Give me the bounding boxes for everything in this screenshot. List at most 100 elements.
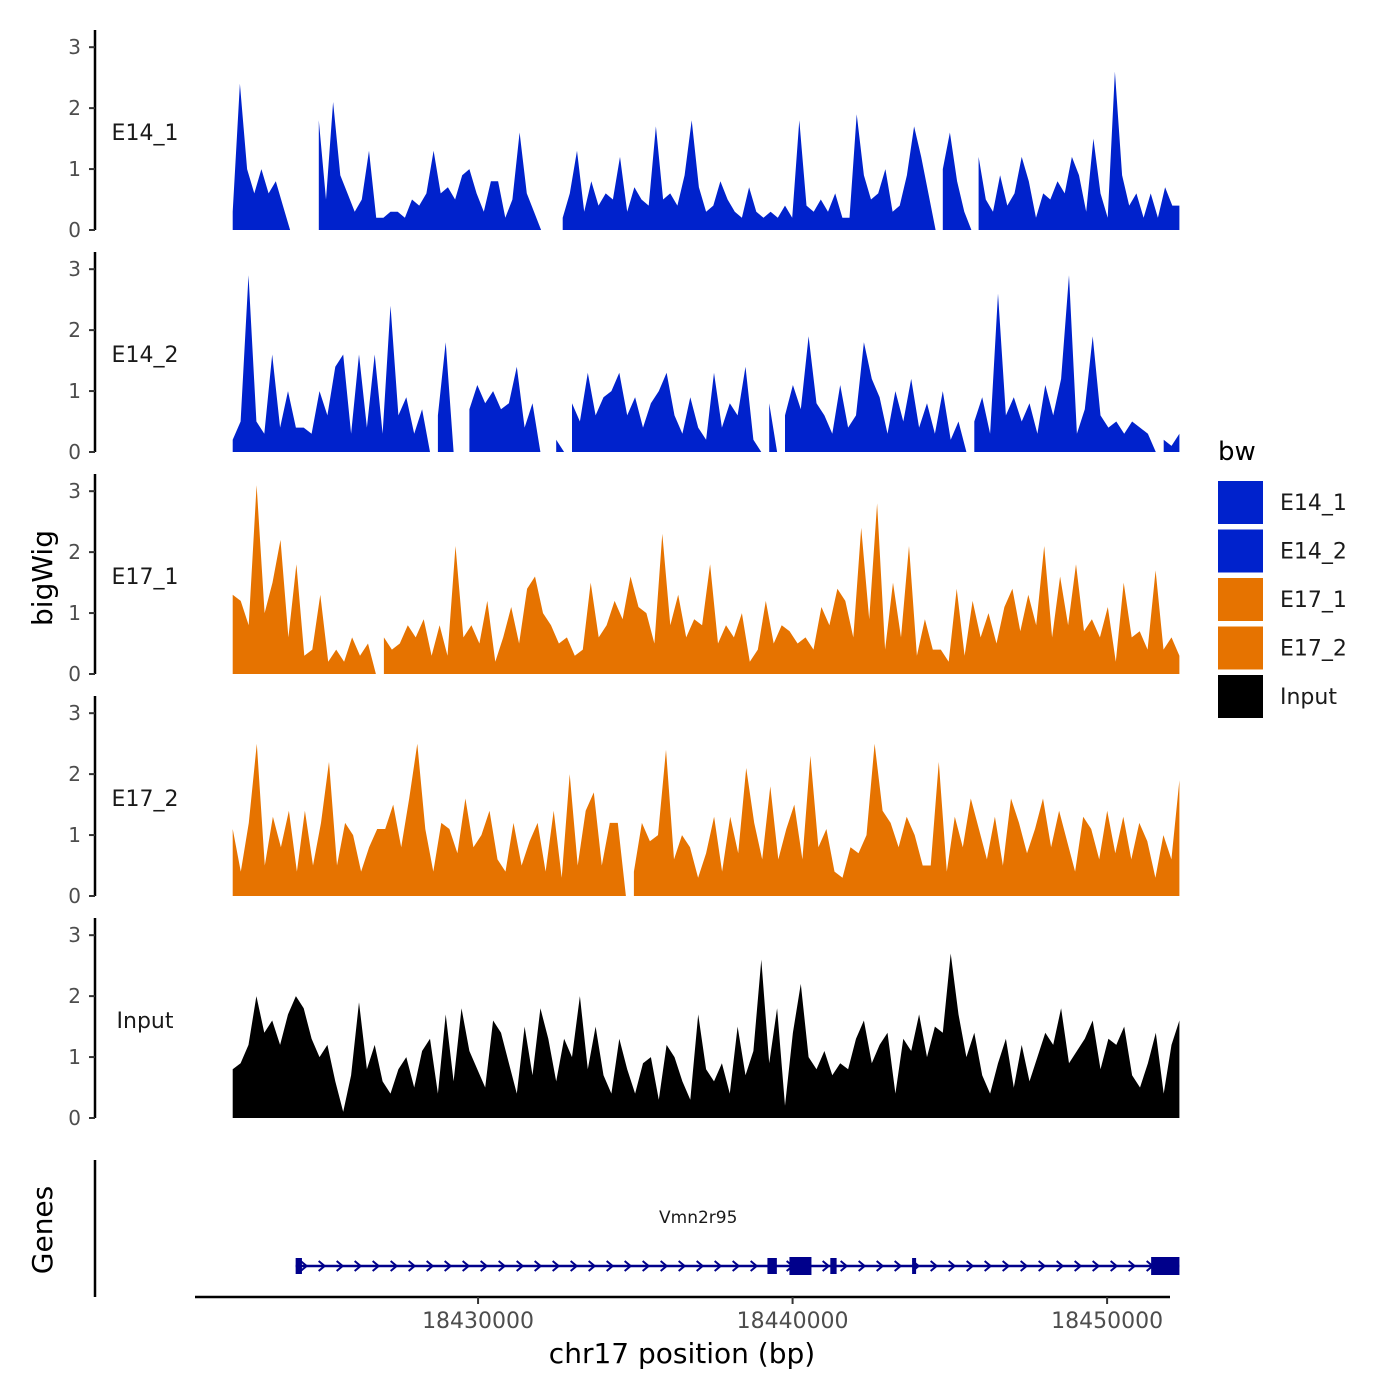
gene-name-label: Vmn2r95 xyxy=(659,1208,737,1228)
strand-arrow xyxy=(318,1260,327,1272)
strand-arrow xyxy=(696,1260,705,1272)
strand-arrow xyxy=(570,1260,579,1272)
strand-arrow xyxy=(336,1260,345,1272)
strand-arrow xyxy=(588,1260,597,1272)
legend-key-E14_2 xyxy=(1218,529,1263,573)
strand-arrow xyxy=(408,1260,417,1272)
legend-title: bw xyxy=(1218,437,1256,467)
genes-track-title: Genes xyxy=(26,1186,59,1274)
y-tick-label: 2 xyxy=(68,318,81,342)
y-axis-title: bigWig xyxy=(26,530,59,626)
signal-area-E14_2 xyxy=(232,275,1180,452)
signal-area-E14_1 xyxy=(232,71,1180,230)
exon xyxy=(767,1258,777,1274)
strand-arrow xyxy=(894,1260,903,1272)
y-tick-label: 0 xyxy=(68,1106,81,1130)
strand-arrow xyxy=(660,1260,669,1272)
strand-arrow xyxy=(606,1260,615,1272)
legend: bw E14_1 E14_2 E17_1 E17_2 Input xyxy=(1218,437,1347,718)
track-label: Input xyxy=(117,1009,174,1034)
strand-arrow xyxy=(1020,1260,1029,1272)
y-tick-label: 0 xyxy=(68,218,81,242)
strand-arrow xyxy=(498,1260,507,1272)
y-tick-label: 3 xyxy=(68,479,81,503)
strand-arrow xyxy=(426,1260,435,1272)
strand-arrow xyxy=(984,1260,993,1272)
track-E17_1: 0 1 2 3 E17_1 xyxy=(68,474,1180,686)
legend-label-E14_1: E14_1 xyxy=(1280,491,1347,516)
strand-arrow xyxy=(390,1260,399,1272)
y-tick-label: 3 xyxy=(68,701,81,725)
track-label: E17_1 xyxy=(112,565,179,590)
exon xyxy=(912,1258,917,1274)
signal-area-Input xyxy=(232,953,1180,1118)
legend-label-E17_2: E17_2 xyxy=(1280,637,1347,662)
strand-arrow xyxy=(966,1260,975,1272)
gene-model-track: Vmn2r95 xyxy=(93,1160,1180,1297)
legend-label-E14_2: E14_2 xyxy=(1280,540,1347,565)
y-tick-label: 2 xyxy=(68,540,81,564)
strand-arrow xyxy=(930,1260,939,1272)
strand-arrow xyxy=(480,1260,489,1272)
strand-arrow xyxy=(516,1260,525,1272)
strand-arrow xyxy=(552,1260,561,1272)
strand-arrow xyxy=(642,1260,651,1272)
y-tick-label: 0 xyxy=(68,884,81,908)
strand-arrow xyxy=(1074,1260,1083,1272)
y-tick-label: 1 xyxy=(68,157,81,181)
strand-arrow xyxy=(822,1260,831,1272)
legend-label-E17_1: E17_1 xyxy=(1280,588,1347,613)
y-tick-label: 1 xyxy=(68,1045,81,1069)
y-tick-label: 1 xyxy=(68,823,81,847)
legend-key-E17_1 xyxy=(1218,578,1263,621)
track-E14_1: 0 1 2 3 E14_1 xyxy=(68,30,1180,242)
x-tick-label: 18450000 xyxy=(1051,1309,1163,1334)
y-tick-label: 1 xyxy=(68,601,81,625)
strand-arrow xyxy=(948,1260,957,1272)
legend-key-E17_2 xyxy=(1218,626,1263,670)
strand-arrow xyxy=(750,1260,759,1272)
strand-arrow xyxy=(354,1260,363,1272)
strand-arrow xyxy=(876,1260,885,1272)
legend-label-Input: Input xyxy=(1280,685,1337,710)
y-tick-label: 0 xyxy=(68,662,81,686)
strand-arrow xyxy=(1002,1260,1011,1272)
strand-arrow xyxy=(840,1260,849,1272)
exon xyxy=(1151,1257,1180,1275)
signal-tracks: 0 1 2 3 E14_1 0 1 2 3 E14_2 0 1 2 3 E17_1 0 1 2 3 E17_2 0 1 2 3… xyxy=(68,30,1180,1130)
x-axis-title: chr17 position (bp) xyxy=(549,1337,815,1370)
strand-arrow xyxy=(1038,1260,1047,1272)
track-label: E14_1 xyxy=(112,121,179,146)
track-Input: 0 1 2 3 Input xyxy=(68,918,1180,1130)
track-label: E14_2 xyxy=(112,343,179,368)
strand-arrow xyxy=(1092,1260,1101,1272)
strand-arrow xyxy=(678,1260,687,1272)
y-tick-label: 3 xyxy=(68,257,81,281)
y-tick-label: 2 xyxy=(68,96,81,120)
y-tick-label: 3 xyxy=(68,923,81,947)
track-E17_2: 0 1 2 3 E17_2 xyxy=(68,696,1180,908)
strand-arrow xyxy=(372,1260,381,1272)
y-tick-label: 1 xyxy=(68,379,81,403)
exon xyxy=(789,1257,812,1275)
strand-arrow xyxy=(858,1260,867,1272)
exon xyxy=(295,1258,302,1274)
x-tick-label: 18430000 xyxy=(422,1309,534,1334)
exon xyxy=(830,1258,837,1274)
strand-arrow xyxy=(444,1260,453,1272)
track-label: E17_2 xyxy=(112,787,179,812)
legend-key-E14_1 xyxy=(1218,481,1263,524)
signal-area-E17_2 xyxy=(232,743,1180,896)
y-tick-label: 0 xyxy=(68,440,81,464)
y-tick-label: 3 xyxy=(68,35,81,59)
strand-arrow xyxy=(300,1260,309,1272)
y-tick-label: 2 xyxy=(68,984,81,1008)
strand-arrow xyxy=(1128,1260,1137,1272)
x-axis: 18430000 18440000 18450000 xyxy=(195,1295,1170,1334)
strand-arrow xyxy=(1056,1260,1065,1272)
x-tick-label: 18440000 xyxy=(737,1309,849,1334)
strand-arrow xyxy=(624,1260,633,1272)
strand-arrow xyxy=(534,1260,543,1272)
strand-arrow xyxy=(1110,1260,1119,1272)
